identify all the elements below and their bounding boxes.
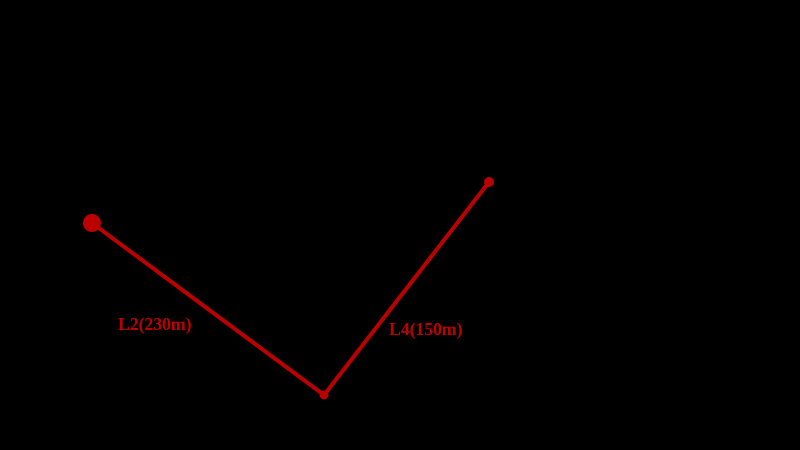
segment-l2-label: L2(230m)	[118, 314, 192, 335]
start-node[interactable]	[83, 214, 101, 232]
segment-l2-line[interactable]	[90, 221, 326, 397]
vertex-node[interactable]	[319, 390, 329, 400]
segment-l4-label: L4(150m)	[389, 319, 463, 340]
segment-labels: L2(230m) L4(150m)	[118, 314, 463, 340]
route-nodes	[83, 177, 494, 400]
segment-l4-line[interactable]	[322, 180, 491, 397]
route-segments	[90, 180, 491, 397]
end-node[interactable]	[484, 177, 494, 187]
